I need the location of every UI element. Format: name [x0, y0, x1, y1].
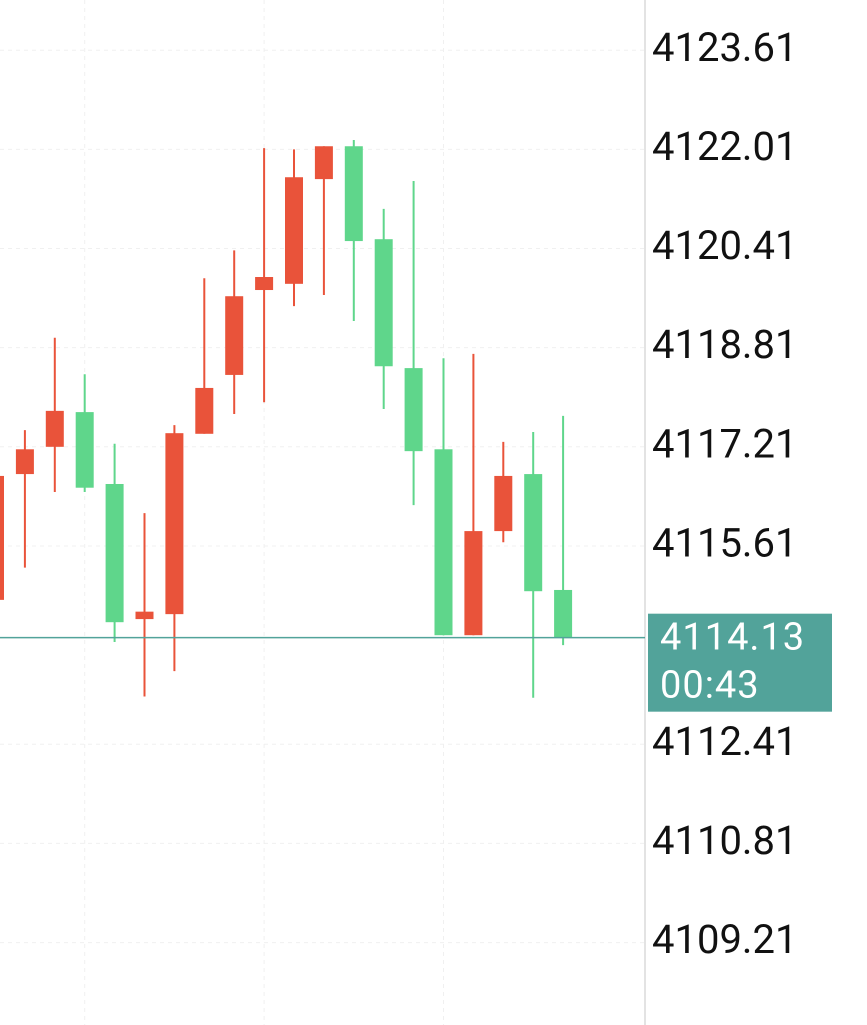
countdown-label: 00:43 [660, 664, 760, 708]
candle-body [0, 475, 4, 600]
candle-body [165, 433, 184, 615]
candle-body [404, 368, 423, 452]
candle-body [344, 146, 363, 242]
candle-body [494, 475, 513, 532]
candle-body [45, 410, 64, 447]
y-tick-label: 4115.61 [652, 520, 797, 567]
y-tick-label: 4118.81 [652, 321, 797, 368]
y-tick-label: 4109.21 [652, 916, 797, 963]
candle-body [554, 589, 573, 638]
last-price-box [648, 613, 832, 712]
candle-body [434, 449, 453, 636]
last-price-label: 4114.13 [660, 616, 805, 660]
y-tick-label: 4120.41 [652, 222, 797, 269]
candle-body [314, 146, 333, 180]
y-tick-label: 4112.41 [652, 718, 797, 765]
candle-body [524, 474, 543, 592]
y-tick-label: 4123.61 [652, 24, 797, 71]
candle-body [135, 611, 154, 620]
candle-body [374, 239, 393, 367]
candle-body [285, 177, 303, 284]
y-tick-label: 4122.01 [652, 123, 797, 170]
candle-body [75, 412, 94, 488]
candle-body [464, 531, 483, 636]
candle-body [255, 277, 274, 291]
y-tick-label: 4110.81 [652, 817, 797, 864]
candle-body [195, 387, 214, 434]
candle-body [15, 449, 34, 475]
candle-body [105, 483, 124, 623]
candle-body [225, 296, 244, 375]
y-tick-label: 4117.21 [652, 420, 797, 467]
